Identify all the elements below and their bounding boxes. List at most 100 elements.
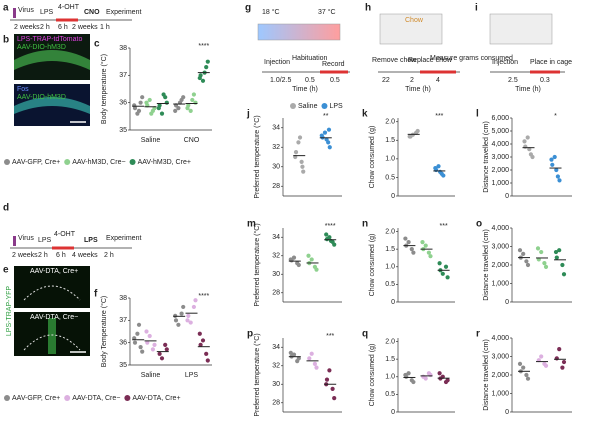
dot <box>164 347 169 352</box>
dot <box>181 304 186 310</box>
legend-swatch <box>4 159 10 165</box>
y-tick-label: 1.5 <box>385 246 395 253</box>
dot <box>301 169 306 174</box>
dot <box>205 59 210 64</box>
panel-letter: a <box>3 3 9 14</box>
label: CNO <box>84 9 100 16</box>
dot <box>426 250 431 255</box>
panel-letter: g <box>245 3 251 14</box>
legend-swatch <box>321 103 328 109</box>
panel-letter: o <box>476 219 482 230</box>
dot <box>288 257 293 262</box>
micrograph <box>14 266 90 308</box>
dot <box>185 106 190 111</box>
y-tick-label: 32 <box>272 363 280 370</box>
time: 4 weeks <box>72 252 98 259</box>
x-tick-label: LPS <box>185 372 199 379</box>
y-tick-label: 0 <box>505 299 509 306</box>
dot <box>136 322 142 327</box>
dot <box>327 368 332 373</box>
y-tick-label: 2.0 <box>385 228 395 235</box>
dot <box>205 358 210 363</box>
time: 0.5 <box>305 77 315 84</box>
legend-label: AAV-DTA, Cre− <box>72 395 120 402</box>
significance: *** <box>440 223 448 230</box>
dot <box>191 92 196 97</box>
dot <box>152 342 157 347</box>
label: AAV-DTA, Cre+ <box>30 268 78 275</box>
y-tick-label: 0.5 <box>385 391 395 398</box>
label: Replace chow <box>408 57 453 64</box>
dot <box>539 249 544 255</box>
dot <box>521 365 526 370</box>
y-tick-label: 30 <box>272 271 280 278</box>
y-tick-label: 4,000 <box>491 335 509 342</box>
dot <box>428 254 433 259</box>
time: 2 weeks <box>72 24 98 31</box>
axis-label: Time (h) <box>405 86 431 93</box>
dot <box>423 376 428 381</box>
outline <box>23 334 81 351</box>
legend-label: AAV-DTA, Cre+ <box>132 395 180 402</box>
y-axis-label: Preferred temperature (°C) <box>253 115 261 198</box>
time: 22 <box>382 77 390 84</box>
micrograph <box>14 50 90 70</box>
dot <box>307 356 312 361</box>
y-axis-label: Body temperature (°C) <box>100 54 108 124</box>
dot <box>296 140 301 145</box>
panel-letter: e <box>3 265 9 276</box>
dot <box>300 164 305 169</box>
micrograph <box>14 97 90 114</box>
dot <box>525 262 531 268</box>
panel-letter: n <box>362 219 368 230</box>
dot <box>411 379 416 385</box>
dot <box>441 173 446 178</box>
y-axis-label: Preferred temperature (°C) <box>253 333 261 416</box>
y-tick-label: 38 <box>119 295 127 302</box>
dot <box>138 345 143 350</box>
label: AAV-DIO-hM3D <box>17 44 66 51</box>
dot <box>309 351 314 356</box>
dot <box>561 272 567 277</box>
y-tick-label: 1,000 <box>491 280 509 287</box>
x-tick-label: Saline <box>141 372 161 379</box>
label: Record <box>322 61 345 68</box>
dot <box>560 262 565 268</box>
dot <box>550 162 555 167</box>
dot <box>193 100 198 105</box>
y-tick-label: 3,000 <box>491 154 509 161</box>
dot <box>145 340 150 345</box>
dot <box>297 135 303 140</box>
y-tick-label: 28 <box>272 290 280 297</box>
dot <box>150 347 155 352</box>
panel-letter: j <box>246 109 250 120</box>
label: Virus <box>18 7 34 14</box>
dot <box>204 65 209 70</box>
dot <box>140 95 145 100</box>
dot <box>554 167 559 173</box>
dot <box>288 350 293 355</box>
dot <box>161 92 166 97</box>
dot <box>324 232 329 237</box>
dot <box>200 338 206 343</box>
dot <box>191 304 196 310</box>
y-tick-label: 0.5 <box>385 174 395 181</box>
dot <box>443 264 449 269</box>
axis-label: Time (h) <box>292 86 318 93</box>
dot <box>525 135 530 140</box>
y-tick-label: 0 <box>391 409 395 416</box>
panel-letter: p <box>247 329 253 340</box>
dot <box>530 154 535 160</box>
y-tick-label: 0 <box>391 299 395 306</box>
legend-label: AAV-hM3D, Cre+ <box>138 159 191 166</box>
label: Injection <box>492 59 518 66</box>
dot <box>197 75 202 81</box>
dot <box>557 248 562 253</box>
panel-letter: m <box>247 219 256 230</box>
dot <box>138 100 143 105</box>
dot <box>306 253 311 258</box>
y-tick-label: 32 <box>272 253 280 260</box>
y-tick-label: 1.0 <box>385 264 395 271</box>
time: 2.5 <box>508 77 518 84</box>
y-axis-label: Chow consumed (g) <box>369 344 376 407</box>
